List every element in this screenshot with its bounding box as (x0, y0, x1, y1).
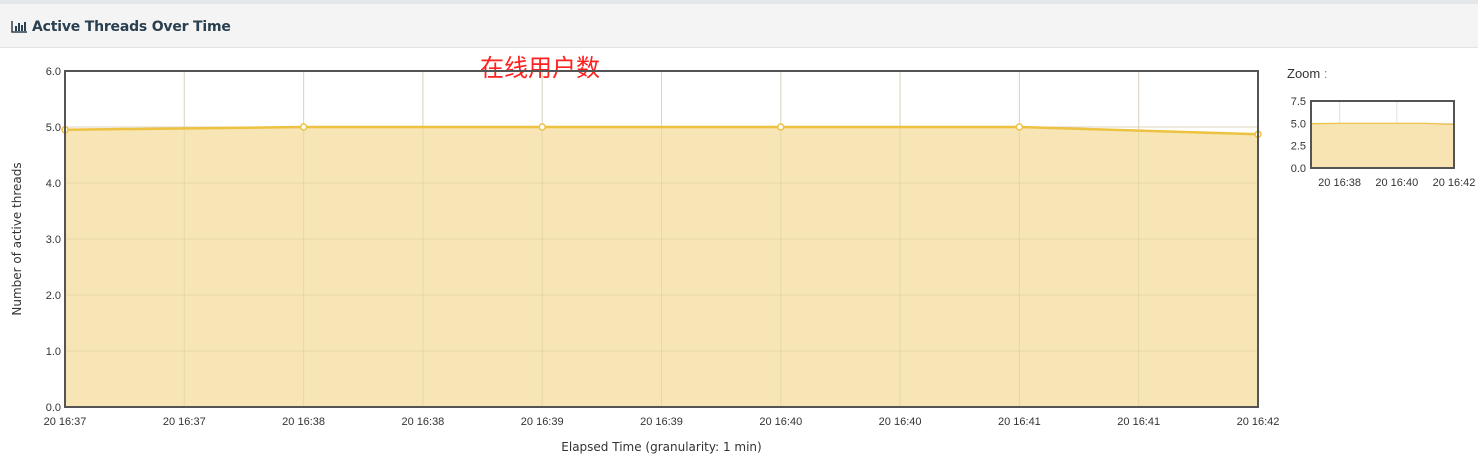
y-tick-label: 2.0 (46, 290, 61, 302)
annotation-text: 在线用户数 (480, 54, 600, 82)
data-point (61, 126, 69, 134)
panel-title: Active Threads Over Time (32, 19, 231, 35)
zoom-x-tick-label: 20 16:40 (1375, 177, 1418, 189)
zoom-series-line (1310, 122, 1455, 126)
panel-header: Active Threads Over Time (0, 4, 1478, 48)
data-point (1015, 123, 1024, 131)
x-tick-label: 20 16:41 (998, 416, 1041, 428)
top-bar (0, 0, 1478, 4)
y-tick-label: 3.0 (46, 234, 61, 246)
zoom-area-fill (1311, 123, 1454, 168)
x-tick-label: 20 16:37 (44, 416, 87, 428)
x-tick-label: 20 16:39 (640, 416, 683, 428)
plot-border (64, 70, 1259, 408)
y-tick-label: 1.0 (46, 346, 61, 358)
area-fill (65, 127, 1258, 407)
zoom-plot-border (1310, 100, 1455, 169)
series-line (64, 125, 1259, 136)
data-point (299, 123, 308, 131)
data-point (538, 123, 546, 131)
y-tick-label: 4.0 (46, 178, 61, 190)
zoom-y-tick-label: 7.5 (1291, 96, 1306, 108)
y-tick-label: 5.0 (46, 122, 61, 134)
zoom-x-tick-label: 20 16:38 (1318, 177, 1361, 189)
x-tick-label: 20 16:40 (759, 416, 802, 428)
zoom-y-tick-label: 5.0 (1291, 118, 1306, 130)
zoom-y-tick-label: 2.5 (1291, 141, 1306, 153)
x-tick-label: 20 16:40 (879, 416, 922, 428)
bar-chart-icon (11, 21, 27, 33)
zoom-label: Zoom : (1287, 66, 1327, 81)
x-tick-label: 20 16:42 (1237, 416, 1280, 428)
x-axis-label: Elapsed Time (granularity: 1 min) (561, 440, 761, 454)
zoom-y-tick-label: 0.0 (1291, 163, 1306, 175)
data-point (777, 123, 785, 131)
x-tick-label: 20 16:39 (521, 416, 564, 428)
zoom-label-text: Zoom (1287, 66, 1321, 81)
x-tick-label: 20 16:38 (282, 416, 325, 428)
y-tick-label: 0.0 (46, 402, 61, 414)
zoom-colon: : (1323, 66, 1328, 81)
y-axis-label: Number of active threads (10, 162, 24, 315)
x-tick-label: 20 16:38 (401, 416, 444, 428)
x-tick-label: 20 16:41 (1117, 416, 1160, 428)
zoom-x-tick-label: 20 16:42 (1433, 177, 1476, 189)
x-tick-label: 20 16:37 (163, 416, 206, 428)
y-tick-label: 6.0 (46, 66, 61, 78)
data-point (1254, 130, 1262, 139)
